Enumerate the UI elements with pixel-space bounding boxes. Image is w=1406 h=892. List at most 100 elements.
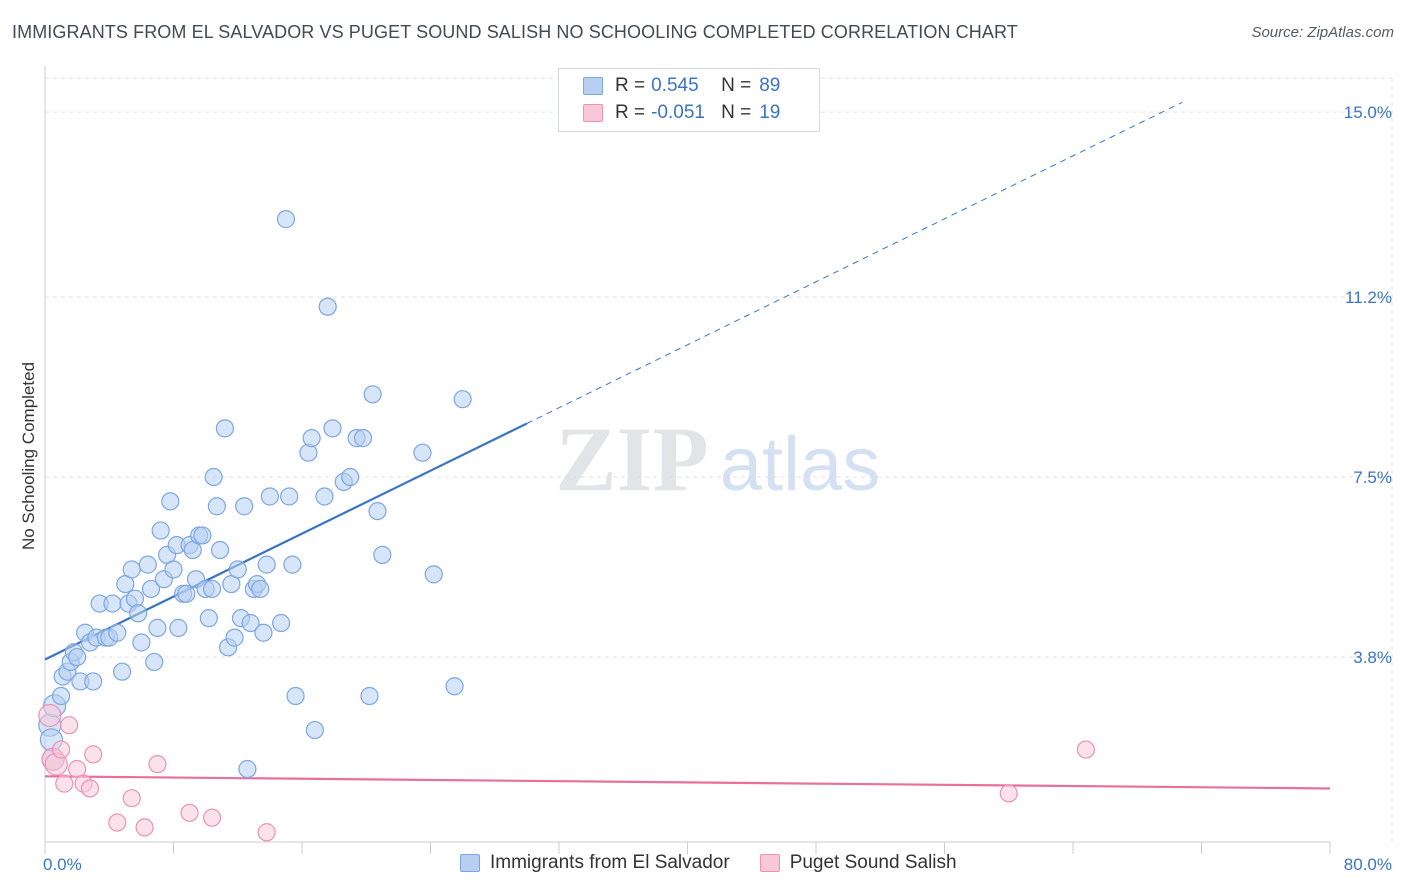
- point-el-salvador: [283, 555, 302, 574]
- series-swatch-pink: [759, 854, 780, 872]
- point-el-salvador: [254, 623, 273, 642]
- point-el-salvador: [241, 613, 260, 633]
- point-el-salvador: [122, 560, 141, 579]
- point-el-salvador: [164, 560, 183, 579]
- point-el-salvador: [424, 565, 443, 584]
- point-el-salvador: [353, 429, 373, 448]
- point-el-salvador: [51, 686, 71, 706]
- point-puget-sound-salish: [202, 808, 222, 827]
- watermark-atlas: atlas: [720, 422, 881, 507]
- legend-r-value: 0.545: [651, 75, 699, 96]
- point-puget-sound-salish: [108, 813, 127, 832]
- point-el-salvador: [207, 497, 226, 516]
- watermark-zip: ZIP: [555, 408, 708, 510]
- point-el-salvador: [84, 672, 103, 691]
- point-el-salvador: [315, 487, 334, 506]
- legend-r-value: -0.051: [651, 102, 705, 123]
- grid-lines: [45, 77, 1393, 842]
- point-el-salvador: [228, 560, 247, 579]
- y-tick-label: 3.8%: [1353, 648, 1392, 667]
- point-el-salvador: [272, 613, 291, 633]
- trend-line-el-salvador-extension: [526, 101, 1183, 424]
- legend-n-value: 89: [759, 75, 781, 96]
- point-el-salvador: [141, 579, 161, 599]
- point-el-salvador: [148, 618, 167, 637]
- tick-labels: 3.8% 7.5% 11.2% 15.0% 0.0% 80.0%: [43, 103, 1392, 874]
- point-el-salvador: [161, 492, 180, 511]
- point-el-salvador: [286, 686, 305, 706]
- legend-r-label: R =: [615, 75, 646, 96]
- trend-line-puget-sound-salish: [44, 775, 1331, 790]
- source-label: Source: ZipAtlas.com: [1251, 24, 1394, 41]
- correlation-legend: R = 0.545 N = 89 R = -0.051 N = 19: [558, 68, 820, 132]
- point-el-salvador: [413, 443, 432, 462]
- point-el-salvador: [363, 385, 382, 404]
- point-el-salvador: [305, 720, 324, 740]
- series-label: Puget Sound Salish: [789, 852, 957, 873]
- point-el-salvador: [132, 633, 151, 652]
- legend-row-pink: R = -0.051 N = 19: [583, 100, 780, 126]
- point-puget-sound-salish: [148, 755, 167, 774]
- point-el-salvador: [238, 759, 257, 779]
- point-el-salvador: [368, 501, 387, 521]
- point-el-salvador: [103, 594, 122, 613]
- point-el-salvador: [129, 604, 148, 623]
- point-puget-sound-salish: [80, 779, 100, 798]
- point-el-salvador: [318, 297, 337, 316]
- point-el-salvador: [276, 210, 296, 229]
- legend-n-value: 19: [759, 102, 781, 123]
- point-el-salvador: [323, 419, 342, 438]
- series-swatch-blue: [460, 854, 480, 872]
- point-el-salvador: [360, 686, 379, 706]
- point-el-salvador: [302, 429, 321, 448]
- point-puget-sound-salish: [135, 818, 154, 837]
- point-el-salvador: [225, 628, 244, 647]
- point-el-salvador: [177, 584, 196, 603]
- point-el-salvador: [108, 623, 127, 642]
- point-puget-sound-salish: [84, 745, 103, 764]
- point-el-salvador: [204, 467, 223, 487]
- point-el-salvador: [251, 579, 270, 599]
- data-points: [38, 210, 1095, 842]
- point-puget-sound-salish: [55, 774, 74, 793]
- point-el-salvador: [138, 555, 157, 574]
- point-puget-sound-salish: [180, 803, 199, 822]
- point-el-salvador: [145, 652, 164, 672]
- point-puget-sound-salish: [257, 823, 276, 842]
- trend-line-el-salvador: [44, 422, 528, 661]
- trend-lines: [44, 101, 1331, 790]
- point-el-salvador: [235, 497, 254, 516]
- point-el-salvador: [193, 526, 212, 545]
- point-el-salvador: [202, 579, 222, 599]
- point-el-salvador: [257, 555, 276, 574]
- point-el-salvador: [210, 540, 230, 560]
- point-puget-sound-salish: [51, 740, 71, 759]
- point-el-salvador: [199, 609, 218, 628]
- x-tick-label-min: 0.0%: [43, 855, 82, 874]
- point-el-salvador: [280, 487, 299, 506]
- watermark: ZIP atlas: [555, 408, 880, 510]
- legend-row-blue: R = 0.545 N = 89: [583, 73, 780, 99]
- chart-title: IMMIGRANTS FROM EL SALVADOR VS PUGET SOU…: [12, 22, 1018, 42]
- series-legend-item-puget-sound-salish[interactable]: Puget Sound Salish: [759, 852, 957, 874]
- series-label: Immigrants from El Salvador: [490, 852, 730, 873]
- x-tick-label-max: 80.0%: [1344, 855, 1392, 874]
- point-puget-sound-salish: [38, 703, 62, 728]
- point-el-salvador: [260, 487, 279, 506]
- legend-r-label: R =: [615, 102, 646, 123]
- legend-swatch-blue: [583, 77, 603, 95]
- point-el-salvador: [341, 467, 360, 487]
- y-tick-label: 15.0%: [1344, 103, 1392, 122]
- point-el-salvador: [373, 545, 392, 564]
- y-tick-label: 7.5%: [1353, 468, 1392, 487]
- series-legend: Immigrants from El Salvador Puget Sound …: [460, 852, 987, 874]
- point-el-salvador: [68, 647, 87, 667]
- point-el-salvador: [445, 677, 464, 696]
- point-el-salvador: [151, 521, 170, 540]
- series-legend-item-el-salvador[interactable]: Immigrants from El Salvador: [460, 852, 730, 874]
- point-puget-sound-salish: [59, 716, 79, 735]
- point-puget-sound-salish: [999, 784, 1018, 803]
- point-el-salvador: [169, 618, 188, 637]
- legend-n-label: N =: [721, 102, 752, 123]
